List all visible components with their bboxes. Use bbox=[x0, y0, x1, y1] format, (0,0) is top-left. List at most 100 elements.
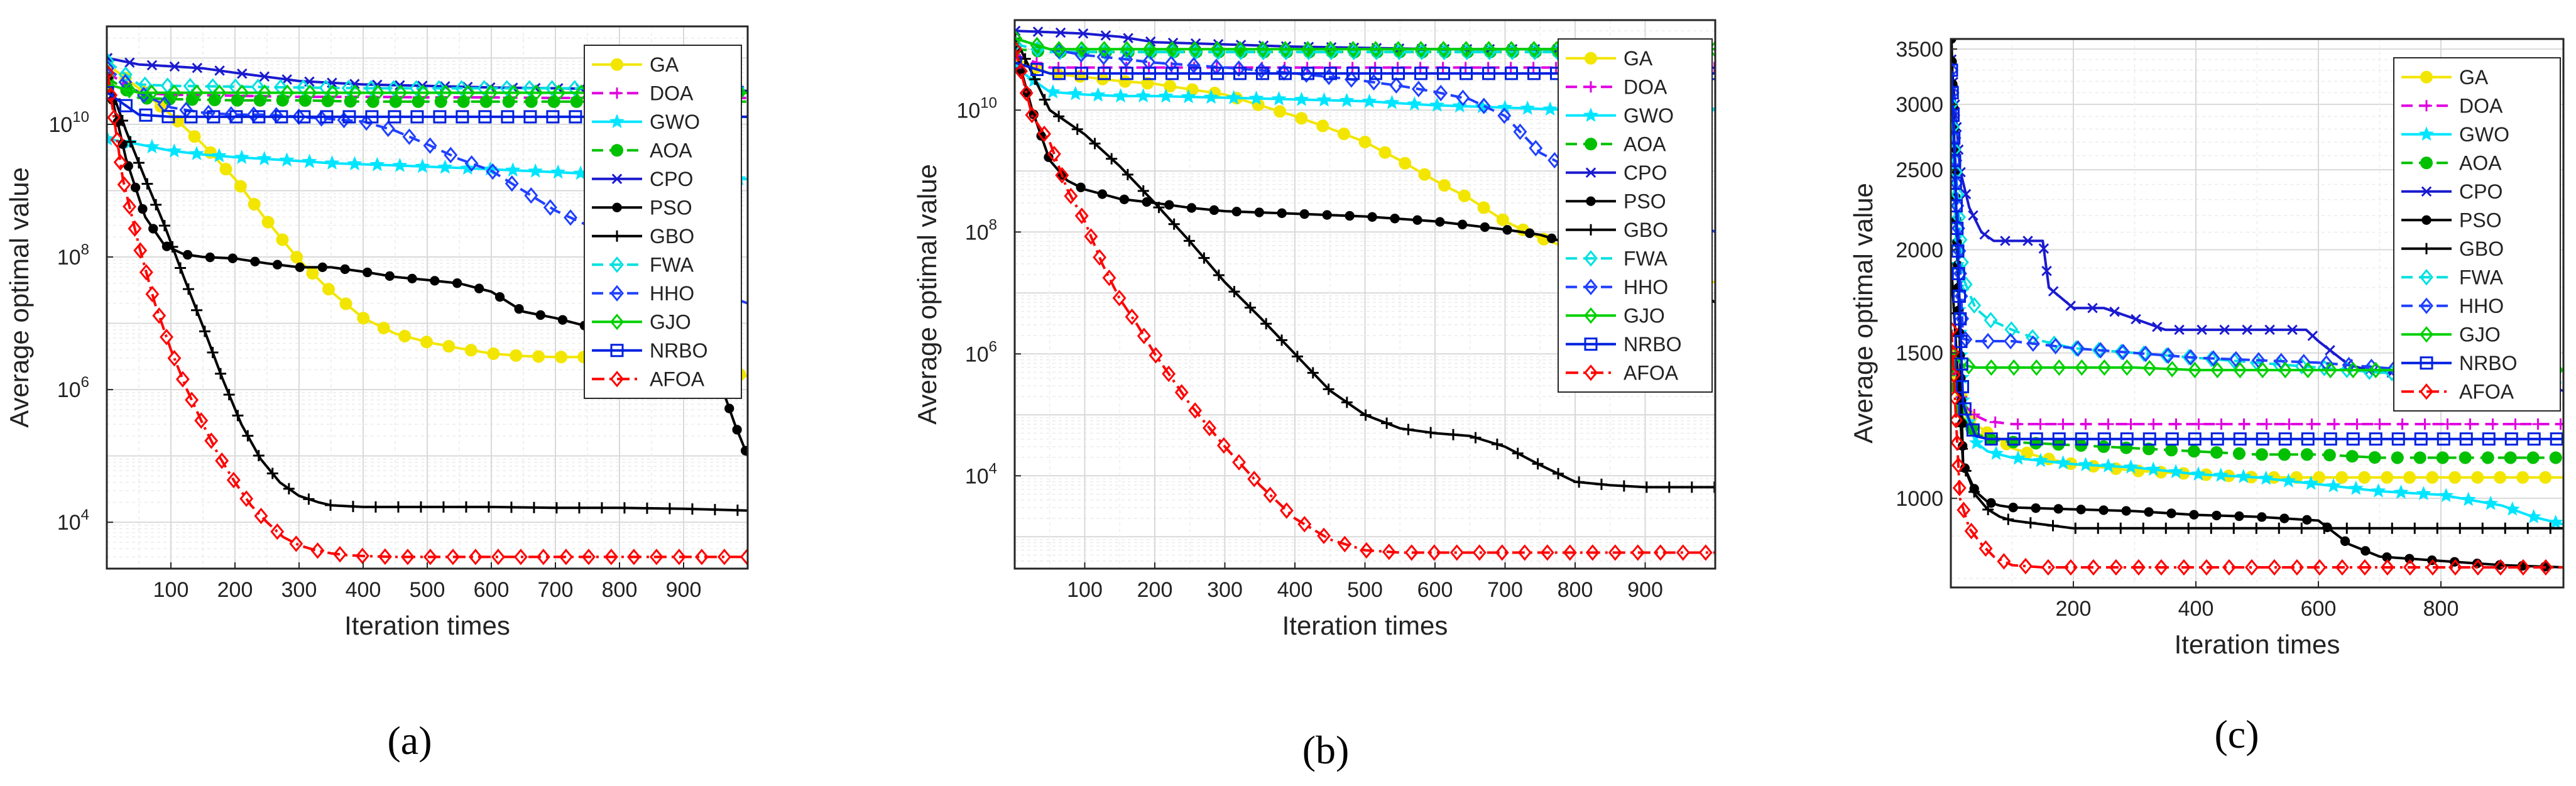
series-marker bbox=[2212, 510, 2222, 521]
series-marker bbox=[1226, 90, 1242, 104]
series-marker bbox=[1435, 217, 1445, 227]
series-marker bbox=[2346, 361, 2360, 379]
series-marker bbox=[432, 80, 446, 97]
series-marker bbox=[303, 84, 317, 101]
series-marker bbox=[2545, 522, 2557, 534]
series-marker bbox=[535, 310, 545, 320]
series-marker bbox=[290, 251, 303, 264]
series-marker bbox=[2509, 418, 2521, 430]
series-marker bbox=[2092, 342, 2106, 359]
series-marker bbox=[468, 549, 483, 565]
series-marker bbox=[2063, 559, 2078, 576]
series-marker bbox=[1015, 63, 1028, 80]
series-marker bbox=[1248, 90, 1264, 105]
series-marker bbox=[229, 110, 243, 124]
x-tick-label: 500 bbox=[410, 578, 445, 602]
series-marker bbox=[564, 209, 577, 226]
series-marker bbox=[437, 159, 453, 174]
series-marker bbox=[1078, 28, 1089, 39]
series-marker bbox=[1951, 131, 1961, 145]
series-marker bbox=[2168, 464, 2184, 479]
y-tick-label: 108 bbox=[965, 216, 997, 244]
series-marker bbox=[1480, 222, 1490, 232]
series-marker bbox=[231, 94, 244, 107]
series-marker bbox=[2313, 471, 2326, 484]
series-marker bbox=[732, 425, 742, 435]
series-marker bbox=[1368, 41, 1383, 58]
series-marker bbox=[2121, 506, 2131, 516]
series-marker bbox=[686, 503, 698, 515]
series-marker bbox=[1141, 77, 1154, 90]
legend-item-gbo: GBO bbox=[592, 225, 694, 248]
series-marker bbox=[1164, 200, 1174, 210]
series-marker bbox=[250, 256, 260, 266]
series-marker bbox=[2011, 450, 2026, 465]
legend-item-cpo: CPO bbox=[2401, 180, 2502, 203]
series-marker bbox=[494, 292, 505, 302]
series-marker bbox=[1447, 428, 1459, 440]
legend-marker bbox=[1583, 107, 1598, 122]
series-marker bbox=[2159, 347, 2174, 364]
series-marker bbox=[2232, 447, 2246, 460]
series-marker bbox=[1504, 41, 1519, 58]
series-marker bbox=[191, 304, 203, 316]
series-marker bbox=[2549, 451, 2562, 464]
series-marker bbox=[1979, 229, 1990, 240]
series-marker bbox=[1135, 88, 1151, 103]
series-marker bbox=[215, 368, 227, 379]
series-marker bbox=[1307, 367, 1319, 379]
legend-label: FWA bbox=[650, 253, 694, 276]
series-marker bbox=[1074, 207, 1089, 224]
legend-marker bbox=[610, 344, 624, 358]
series-marker bbox=[1216, 437, 1231, 454]
series-marker bbox=[2176, 559, 2191, 576]
series-marker bbox=[1337, 128, 1350, 141]
series-marker bbox=[2033, 452, 2048, 467]
series-marker bbox=[2053, 504, 2063, 514]
series-marker bbox=[2539, 471, 2552, 484]
series-marker bbox=[124, 57, 135, 68]
series-marker bbox=[1384, 95, 1400, 109]
series-marker bbox=[325, 84, 340, 101]
series-marker bbox=[2038, 243, 2049, 254]
series-marker bbox=[2413, 451, 2426, 464]
series-marker bbox=[1052, 41, 1066, 58]
y-tick-label: 2000 bbox=[1896, 239, 1943, 263]
series-marker bbox=[1951, 457, 1965, 474]
series-marker bbox=[1100, 30, 1111, 41]
series-marker bbox=[2242, 324, 2252, 336]
legend: GA DOA GWO AOA CPO PSO GBO FWA HHO GJO NRBO AFOA bbox=[2393, 57, 2561, 412]
y-tick-label: 1010 bbox=[956, 94, 997, 123]
series-marker bbox=[2470, 559, 2485, 576]
legend-item-gjo: GJO bbox=[2401, 323, 2501, 346]
series-marker bbox=[2483, 495, 2499, 510]
series-marker bbox=[1137, 327, 1151, 344]
legend-box bbox=[2393, 57, 2561, 412]
series-marker bbox=[2182, 349, 2197, 366]
legend-label: DOA bbox=[2459, 94, 2503, 117]
series-marker bbox=[2448, 559, 2462, 576]
series-marker bbox=[545, 80, 559, 97]
series-marker bbox=[2187, 445, 2200, 458]
series-marker bbox=[501, 110, 515, 124]
chart-panel-c: 200 400 600 800 Iteration times 1000 1500 2000 2… bbox=[1848, 38, 2565, 756]
series-marker bbox=[1951, 366, 1961, 383]
series-marker bbox=[2131, 314, 2141, 325]
series-marker bbox=[1529, 139, 1543, 156]
legend-label: AFOA bbox=[1624, 361, 1679, 384]
series-marker bbox=[2109, 559, 2123, 576]
series-marker bbox=[2368, 451, 2381, 464]
series-marker bbox=[1125, 308, 1139, 325]
series-marker bbox=[322, 283, 336, 296]
series-marker bbox=[694, 549, 709, 565]
x-tick-label: 600 bbox=[474, 578, 510, 602]
series-marker bbox=[2244, 559, 2259, 576]
series-marker bbox=[2487, 418, 2499, 430]
series-marker bbox=[452, 278, 462, 288]
series-marker bbox=[388, 110, 401, 124]
series-marker bbox=[2442, 418, 2453, 430]
series-marker bbox=[2416, 486, 2431, 501]
series-marker bbox=[543, 199, 557, 216]
series-marker bbox=[1960, 465, 1972, 477]
legend-marker bbox=[1585, 81, 1596, 93]
